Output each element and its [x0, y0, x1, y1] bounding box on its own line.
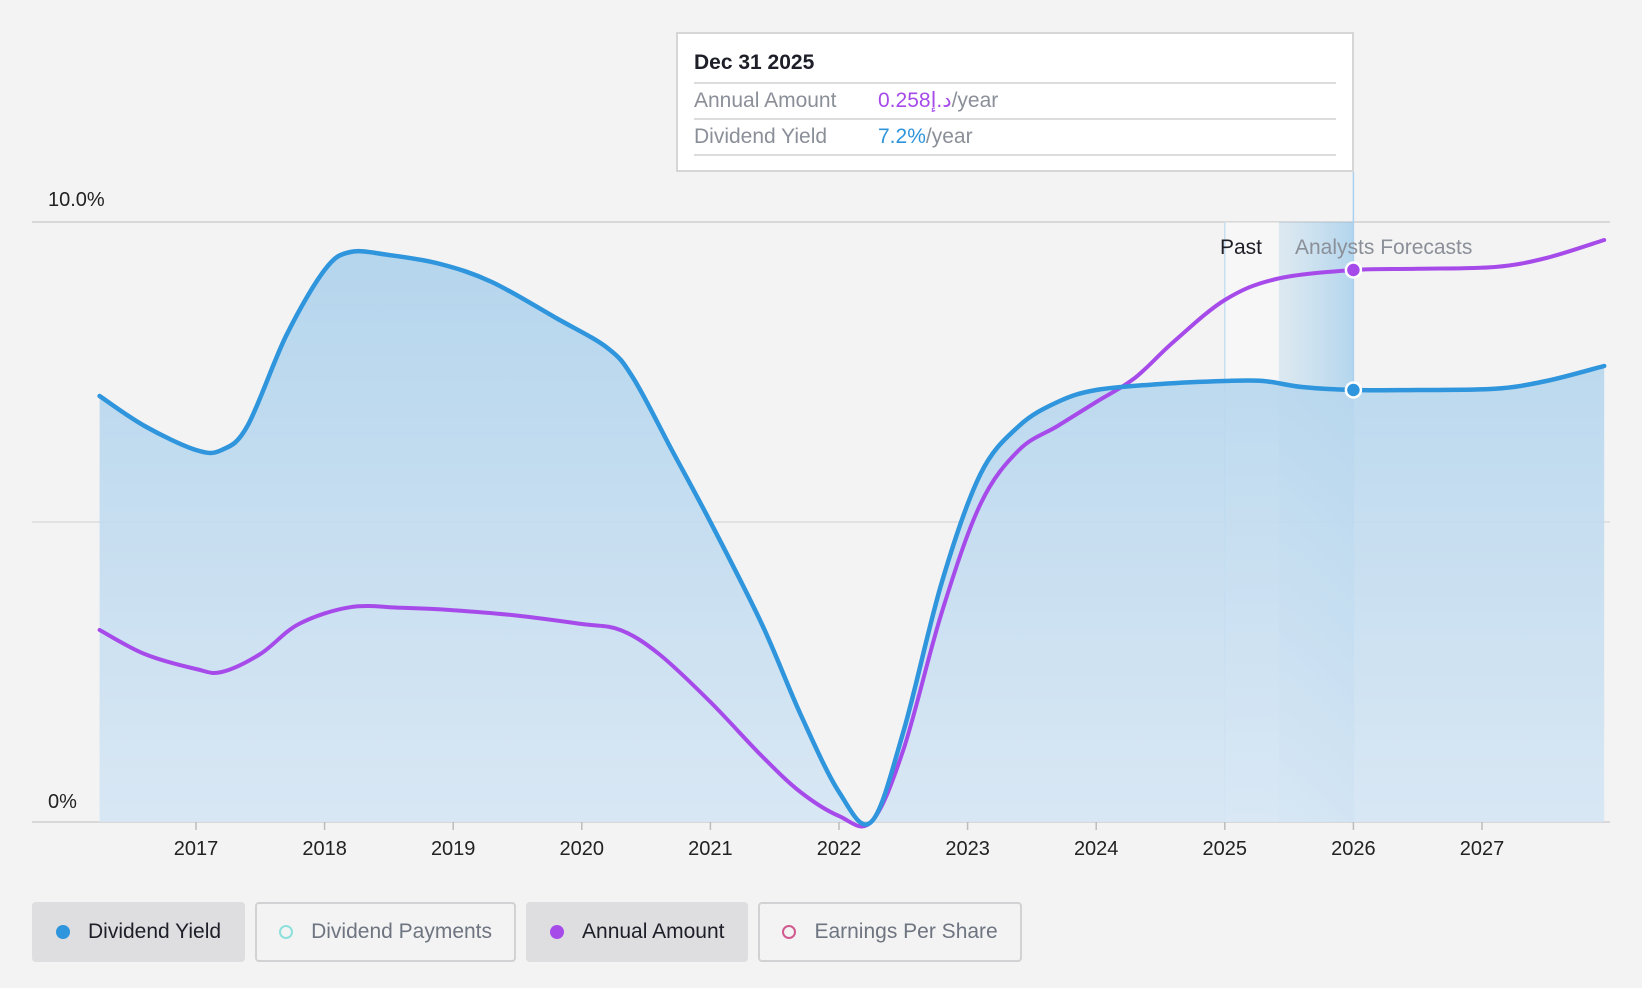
- tooltip-per-year: /year: [951, 89, 999, 112]
- legend-ring-icon: [782, 925, 797, 939]
- highlight-markers: [1344, 261, 1363, 399]
- region-label-past: Past: [1220, 236, 1262, 259]
- legend-annual-amount[interactable]: Annual Amount: [526, 902, 749, 962]
- x-tick-label: 2024: [1074, 838, 1119, 860]
- legend-label: Earnings Per Share: [814, 920, 998, 943]
- tooltip-annual-amount-value: 0.258د.إ: [878, 89, 952, 112]
- tooltip-date: Dec 31 2025: [694, 48, 1336, 84]
- legend-label: Dividend Payments: [311, 920, 493, 943]
- x-tick-label: 2019: [431, 838, 476, 860]
- chart-legend: Dividend Yield Dividend Payments Annual …: [32, 902, 1022, 962]
- tooltip-per-year: /year: [925, 125, 973, 148]
- x-tick-label: 2023: [945, 838, 990, 860]
- x-tick-label: 2017: [174, 838, 219, 860]
- annual-amount-marker: [1344, 261, 1363, 279]
- x-tick-label: 2026: [1331, 838, 1376, 860]
- dividend-yield-line: [97, 248, 1607, 827]
- tooltip-row-annual-amount: Annual Amount 0.258د.إ /year: [694, 84, 1336, 120]
- region-label-forecast: Analysts Forecasts: [1295, 236, 1472, 259]
- y-tick-label-bottom: 0%: [48, 791, 77, 813]
- x-tick-label: 2022: [817, 838, 862, 860]
- legend-dot-icon: [56, 925, 70, 939]
- tooltip-row-dividend-yield: Dividend Yield 7.2% /year: [694, 120, 1336, 156]
- legend-dividend-yield[interactable]: Dividend Yield: [32, 902, 246, 962]
- chart-tooltip: Dec 31 2025 Annual Amount 0.258د.إ /year…: [676, 32, 1354, 172]
- series-layer: [97, 238, 1607, 829]
- annual-amount-line: [97, 238, 1607, 829]
- tooltip-dividend-yield-label: Dividend Yield: [694, 125, 828, 148]
- legend-earnings-per-share[interactable]: Earnings Per Share: [758, 902, 1022, 962]
- dividend-yield-marker: [1344, 381, 1363, 399]
- legend-label: Dividend Yield: [88, 920, 222, 943]
- x-tick-label: 2018: [302, 838, 347, 860]
- legend-dot-icon: [550, 925, 565, 939]
- dividend-yield-area: [99, 251, 1605, 825]
- legend-ring-icon: [279, 925, 294, 939]
- legend-dividend-payments[interactable]: Dividend Payments: [255, 902, 517, 962]
- tooltip-annual-amount-label: Annual Amount: [694, 89, 837, 112]
- axis-layer: 10.0% 0% 2017 2018 2019 2020 2021 2022 2023 2024 2…: [48, 189, 1504, 860]
- y-tick-label-top: 10.0%: [48, 189, 105, 211]
- legend-label: Annual Amount: [582, 920, 725, 943]
- x-tick-label: 2021: [688, 838, 733, 860]
- x-tick-label: 2025: [1203, 838, 1248, 860]
- tooltip-dividend-yield-value: 7.2%: [878, 125, 926, 148]
- x-tick-label: 2020: [560, 838, 605, 860]
- x-tick-label: 2027: [1460, 838, 1505, 860]
